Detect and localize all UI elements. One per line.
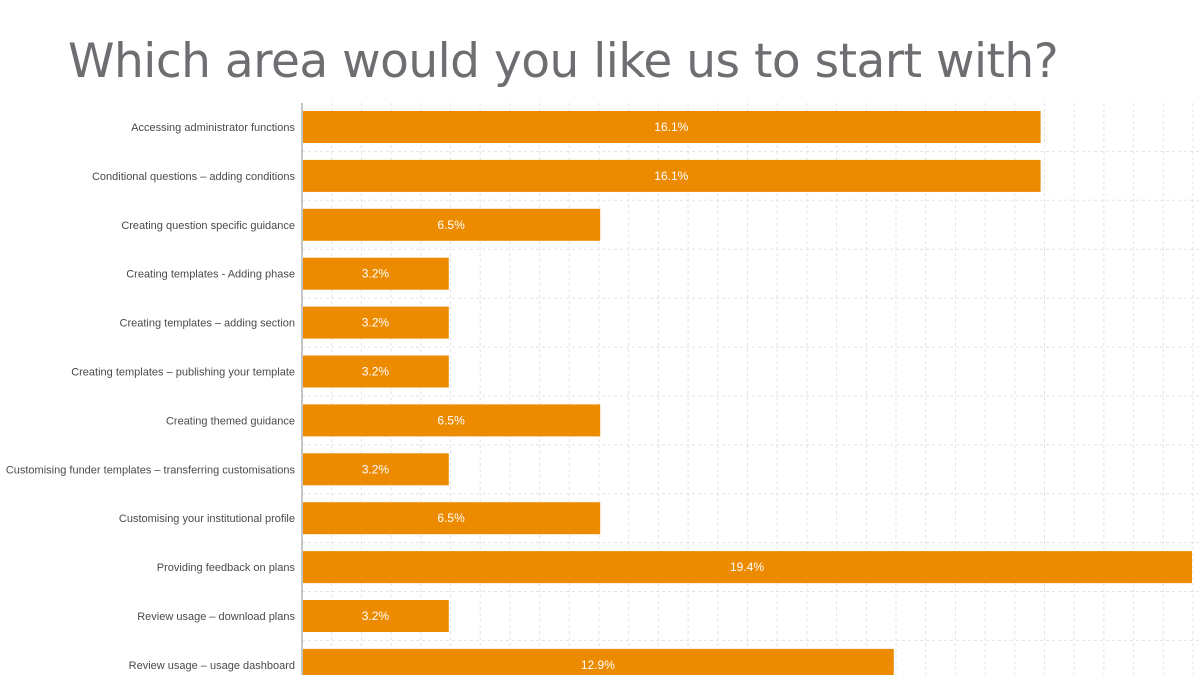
value-label: 12.9% — [581, 658, 615, 672]
label-layer: Accessing administrator functions 16.1% Co… — [6, 120, 765, 672]
category-label: Creating templates – adding section — [120, 318, 296, 330]
category-label: Review usage – usage dashboard — [129, 660, 295, 672]
value-label: 6.5% — [437, 413, 465, 427]
category-label: Providing feedback on plans — [157, 562, 296, 574]
value-label: 3.2% — [362, 462, 390, 476]
category-label: Creating themed guidance — [166, 415, 295, 427]
category-label: Conditional questions – adding condition… — [92, 171, 296, 183]
value-label: 16.1% — [654, 169, 688, 183]
category-label: Customising your institutional profile — [119, 513, 295, 525]
bar — [303, 306, 449, 339]
value-label: 3.2% — [362, 365, 390, 379]
value-label: 6.5% — [437, 511, 465, 525]
value-label: 6.5% — [437, 218, 465, 232]
bar — [303, 159, 1041, 192]
bar — [303, 111, 1041, 143]
value-label: 3.2% — [362, 609, 390, 623]
bar — [303, 355, 449, 388]
category-label: Creating templates – publishing your tem… — [71, 367, 295, 379]
category-label: Accessing administrator functions — [131, 122, 295, 134]
category-label: Creating templates - Adding phase — [126, 269, 295, 281]
bar — [303, 502, 601, 535]
bar — [303, 404, 601, 437]
value-label: 3.2% — [362, 267, 390, 281]
value-label: 16.1% — [654, 120, 688, 134]
category-label: Creating question specific guidance — [121, 220, 295, 232]
bar-layer — [303, 111, 1192, 675]
bar — [303, 257, 449, 290]
category-label: Customising funder templates – transferr… — [6, 464, 296, 476]
value-label: 3.2% — [362, 316, 390, 330]
bar — [303, 551, 1192, 584]
value-label: 19.4% — [730, 560, 764, 574]
page-title: Which area would you like us to start wi… — [68, 34, 1059, 89]
bar — [303, 453, 449, 486]
category-label: Review usage – download plans — [137, 611, 295, 623]
bar — [303, 600, 449, 632]
bar — [303, 648, 894, 675]
bar — [303, 208, 601, 241]
